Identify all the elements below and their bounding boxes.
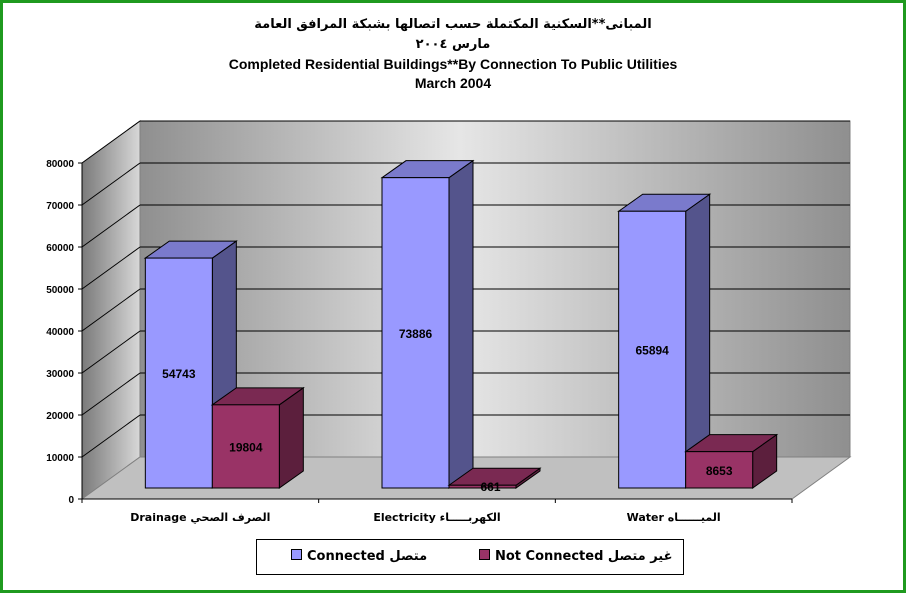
bar-front-water-not-connected [685, 451, 754, 489]
y-tick-label-10000: 10000 [46, 453, 74, 464]
data-label-water-not-connected: 8653 [706, 464, 733, 478]
gridline-side-20000 [81, 372, 141, 416]
bar-front-electricity-not-connected [448, 484, 517, 489]
bar-water-not-connected [684, 433, 779, 489]
chart-title: Completed Residential Buildings**By Conn… [228, 56, 678, 72]
legend-swatch-connected [291, 549, 302, 560]
bar-front-drainage-not-connected [211, 404, 280, 489]
x-tick-label-drainage: Drainage الصرف الصحي [130, 511, 270, 524]
x-tick-label-electricity: Electricity الكهربـــــاء [373, 511, 500, 524]
gridline-side-50000 [81, 246, 141, 290]
y-tick-label-0: 0 [68, 495, 74, 506]
bar-front-electricity-connected [381, 177, 450, 489]
bar-front-water-connected [618, 210, 687, 489]
data-label-water-connected: 65894 [635, 344, 669, 358]
bar-front-drainage-connected [144, 257, 213, 489]
gridline-side-80000 [81, 120, 141, 164]
legend-label-connected: Connected متصل [307, 549, 428, 564]
gridline-side-60000 [81, 204, 141, 248]
legend: Connected متصل Not Connected غير متصل [256, 539, 684, 575]
legend-label-not-connected: Not Connected غير متصل [495, 549, 673, 564]
data-label-drainage-not-connected: 19804 [229, 440, 263, 454]
chart-subtitle-arabic: مارس ٢٠٠٤ [415, 37, 491, 52]
bar-electricity-not-connected [447, 467, 542, 489]
bar-drainage-connected [143, 240, 238, 489]
y-tick-label-30000: 30000 [46, 369, 74, 380]
chart-subtitle: March 2004 [414, 75, 492, 91]
y-tick-label-40000: 40000 [46, 327, 74, 338]
y-tick-label-50000: 50000 [46, 285, 74, 296]
data-label-electricity-connected: 73886 [399, 327, 433, 341]
legend-item-connected: Connected متصل [291, 549, 427, 564]
legend-item-not-connected: Not Connected غير متصل [479, 549, 673, 564]
data-label-electricity-not-connected: 661 [480, 480, 500, 494]
bar-water-connected [617, 193, 712, 489]
data-label-drainage-connected: 54743 [162, 367, 196, 381]
y-tick-label-20000: 20000 [46, 411, 74, 422]
y-tick-label-70000: 70000 [46, 201, 74, 212]
gridline-side-30000 [81, 330, 141, 374]
bar-drainage-not-connected [210, 386, 305, 489]
gridline-side-70000 [81, 162, 141, 206]
gridline-side-10000 [81, 414, 141, 458]
legend-swatch-not-connected [479, 549, 490, 560]
y-tick-label-80000: 80000 [46, 159, 74, 170]
gridline-side-40000 [81, 288, 141, 332]
x-tick-label-water: Water الميــــــاه [627, 511, 721, 524]
chart-title-arabic: المبانى**السكنية المكتملة حسب اتصالها بش… [254, 17, 652, 32]
bar-side-electricity-connected [448, 159, 474, 489]
bar-electricity-connected [380, 159, 475, 489]
y-tick-label-60000: 60000 [46, 243, 74, 254]
